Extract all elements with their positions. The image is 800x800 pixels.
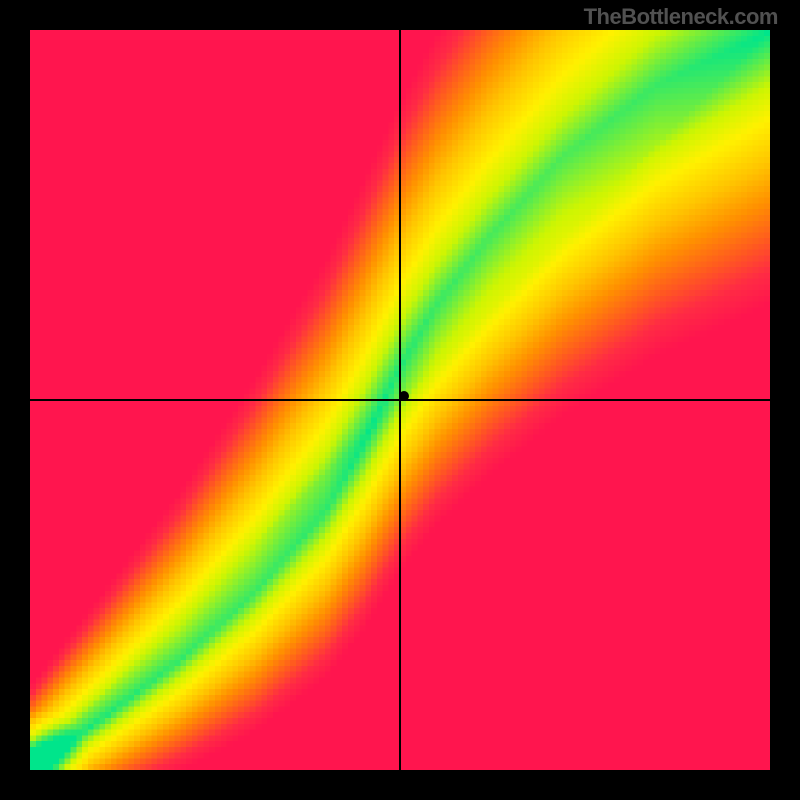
crosshair-marker bbox=[399, 391, 409, 401]
watermark-text: TheBottleneck.com bbox=[584, 4, 778, 30]
heatmap-plot bbox=[30, 30, 770, 770]
